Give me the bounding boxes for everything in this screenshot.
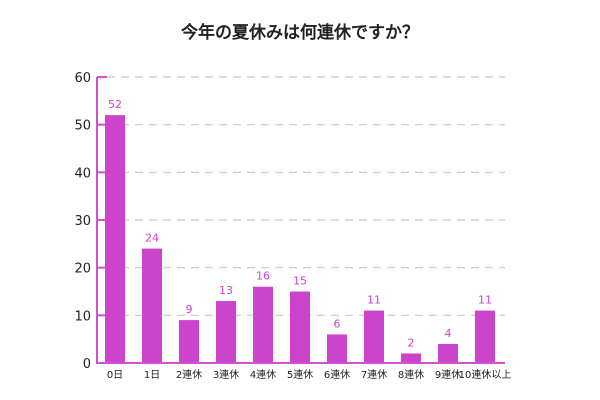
y-tick-label: 10 [74,309,91,324]
x-tick-label: 8連休 [398,368,424,381]
data-label: 11 [478,294,492,307]
x-tick-label: 10連休以上 [459,368,512,381]
data-label: 11 [367,294,381,307]
y-tick-label: 40 [74,166,91,181]
chart-title: 今年の夏休みは何連休ですか？ [181,23,419,43]
x-tick-label: 2連休 [176,368,202,381]
x-tick-label: 4連休 [250,368,276,381]
bar [475,310,495,363]
y-tick-label: 60 [74,71,91,86]
data-label: 4 [445,327,452,340]
x-tick-label: 0日 [107,370,123,381]
data-label: 16 [256,270,270,283]
data-label: 15 [293,275,307,288]
data-label: 6 [334,317,341,330]
data-label: 2 [408,336,415,349]
bar [327,334,347,363]
y-tick-label: 20 [74,262,91,277]
bar [290,291,310,363]
x-tick-label: 5連休 [287,368,313,381]
x-tick-label: 6連休 [324,368,350,381]
y-tick-label: 0 [83,357,91,372]
data-label: 24 [145,232,159,245]
data-label: 52 [108,98,122,111]
bar [364,310,384,363]
x-tick-label: 7連休 [361,368,387,381]
x-tick-label: 9連休 [435,368,461,381]
bar [179,320,199,363]
bar [105,115,125,363]
data-label: 13 [219,284,233,297]
data-label: 9 [186,303,193,316]
bar [253,286,273,363]
x-tick-label: 1日 [144,370,160,381]
y-tick-label: 30 [74,214,91,229]
bar [142,248,162,363]
bar [438,343,458,363]
x-tick-label: 3連休 [213,368,239,381]
bar [216,301,236,363]
bar [401,353,421,363]
y-tick-label: 50 [74,119,91,134]
